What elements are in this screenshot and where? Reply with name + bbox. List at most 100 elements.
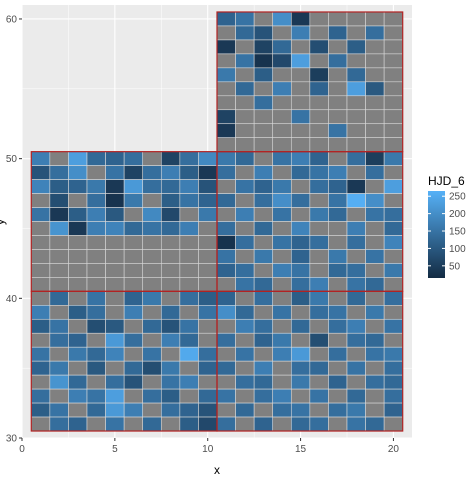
heatmap-cell — [290, 263, 311, 278]
heatmap-cell — [86, 305, 106, 320]
heatmap-cell — [49, 388, 69, 404]
heatmap-cell — [198, 221, 218, 236]
legend-tick-label: 50 — [449, 261, 461, 272]
heatmap-cell — [272, 11, 292, 27]
heatmap-cell — [235, 346, 255, 362]
heatmap-cell — [346, 332, 366, 348]
heatmap-cell — [346, 193, 366, 208]
heatmap-cell — [383, 374, 404, 390]
heatmap-cell — [272, 416, 292, 432]
heatmap-cell — [198, 179, 218, 194]
heatmap-cell — [328, 416, 348, 432]
heatmap-cell — [346, 249, 366, 264]
heatmap-cell — [383, 402, 404, 418]
heatmap-cell — [123, 360, 144, 376]
heatmap-cell — [105, 277, 125, 292]
heatmap-cell — [30, 318, 51, 334]
heatmap-cell — [346, 207, 366, 222]
heatmap-cell — [49, 277, 69, 292]
heatmap-cell — [253, 249, 274, 264]
heatmap-cell — [328, 346, 348, 362]
heatmap-cell — [235, 165, 255, 180]
heatmap-cell — [123, 193, 144, 208]
heatmap-cell — [235, 402, 255, 418]
heatmap-cell — [142, 332, 162, 348]
heatmap-cell — [160, 402, 181, 418]
heatmap-cell — [309, 11, 329, 27]
heatmap-cell — [383, 277, 404, 292]
heatmap-cell — [309, 67, 329, 83]
heatmap-cell — [328, 53, 348, 69]
heatmap-cell — [290, 305, 311, 320]
heatmap-cell — [235, 137, 255, 152]
heatmap-cell — [105, 235, 125, 250]
heatmap-cell — [235, 305, 255, 320]
heatmap-cell — [290, 137, 311, 152]
heatmap-cell — [253, 67, 274, 83]
heatmap-cell — [86, 151, 106, 166]
heatmap-cell — [198, 277, 218, 292]
heatmap-cell — [309, 109, 329, 125]
heatmap-cell — [198, 207, 218, 222]
heatmap-cell — [142, 179, 162, 194]
heatmap-cell — [68, 151, 88, 166]
heatmap-cell — [328, 109, 348, 125]
heatmap-cell — [179, 179, 199, 194]
heatmap-cell — [198, 388, 218, 404]
heatmap-cell — [383, 193, 404, 208]
heatmap-cell — [365, 25, 385, 41]
heatmap-cell — [235, 249, 255, 264]
heatmap-cell — [253, 277, 274, 292]
heatmap-cell — [235, 123, 255, 138]
heatmap-cell — [160, 360, 181, 376]
heatmap-cell — [309, 123, 329, 138]
heatmap-cell — [253, 346, 274, 362]
heatmap-cell — [86, 277, 106, 292]
x-tick-label: 0 — [19, 444, 25, 455]
heatmap-cell — [160, 346, 181, 362]
heatmap-cell — [309, 318, 329, 334]
heatmap-cell — [346, 39, 366, 55]
heatmap-cell — [309, 207, 329, 222]
heatmap-cell — [160, 193, 181, 208]
heatmap-cell — [383, 95, 404, 111]
heatmap-cell — [142, 346, 162, 362]
heatmap-cell — [216, 95, 236, 111]
heatmap-cell — [179, 346, 199, 362]
heatmap-cell — [235, 53, 255, 69]
heatmap-cell — [235, 179, 255, 194]
heatmap-cell — [30, 291, 51, 306]
heatmap-cell — [86, 332, 106, 348]
heatmap-cell — [68, 374, 88, 390]
heatmap-cell — [142, 374, 162, 390]
heatmap-cell — [272, 67, 292, 83]
heatmap-cell — [253, 109, 274, 125]
heatmap-cell — [49, 374, 69, 390]
heatmap-cell — [49, 221, 69, 236]
heatmap-cell — [328, 165, 348, 180]
heatmap-cell — [272, 221, 292, 236]
heatmap-cell — [198, 416, 218, 432]
heatmap-cell — [328, 277, 348, 292]
heatmap-cell — [68, 305, 88, 320]
heatmap-cell — [49, 263, 69, 278]
heatmap-cell — [49, 291, 69, 306]
heatmap-cell — [179, 235, 199, 250]
heatmap-cell — [272, 249, 292, 264]
heatmap-cell — [179, 277, 199, 292]
heatmap-cell — [235, 25, 255, 41]
heatmap-cell — [216, 332, 236, 348]
heatmap-cell — [328, 235, 348, 250]
y-tick-label: 50 — [6, 154, 18, 165]
heatmap-cell — [253, 263, 274, 278]
heatmap-cell — [290, 95, 311, 111]
heatmap-cell — [86, 207, 106, 222]
heatmap-cell — [179, 318, 199, 334]
heatmap-cell — [272, 374, 292, 390]
heatmap-cell — [290, 151, 311, 166]
heatmap-cell — [253, 39, 274, 55]
heatmap-cell — [216, 249, 236, 264]
heatmap-cell — [365, 151, 385, 166]
heatmap-cell — [272, 291, 292, 306]
heatmap-cell — [253, 318, 274, 334]
